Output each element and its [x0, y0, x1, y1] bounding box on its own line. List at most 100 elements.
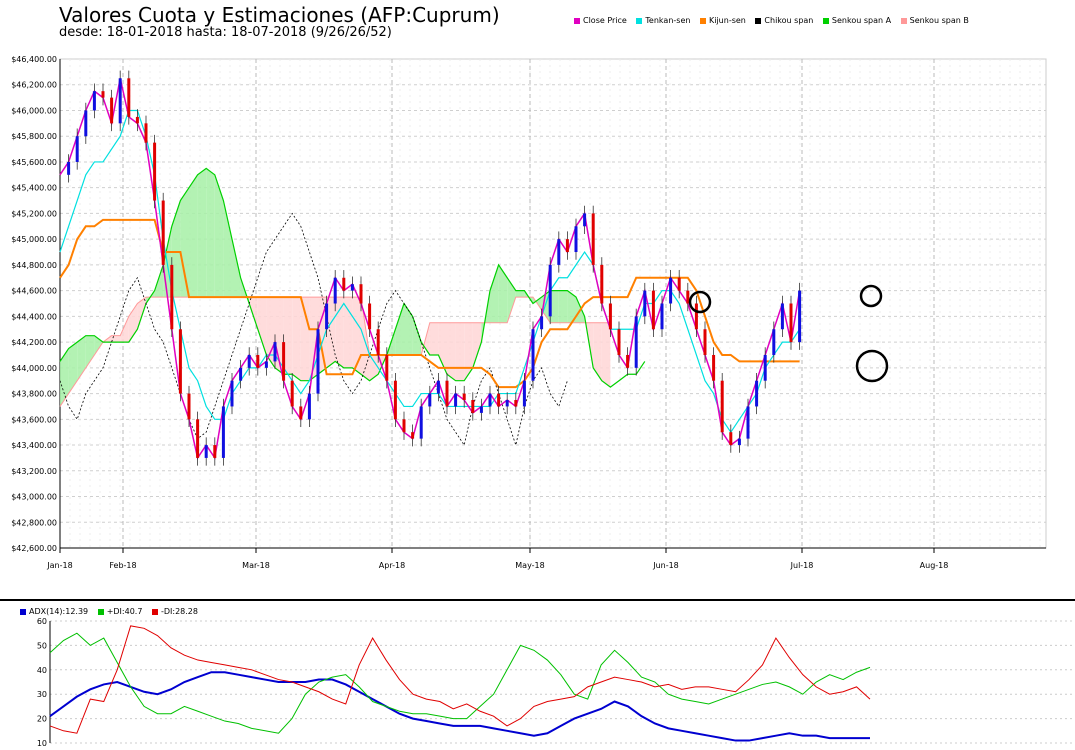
candle-body: [204, 445, 208, 458]
candle-body: [471, 400, 475, 413]
cloud-segment: [558, 290, 568, 323]
legend-chikou-span: Chikou span: [755, 16, 813, 25]
cloud-segment: [197, 168, 207, 298]
legend-swatch: [755, 17, 762, 24]
candle-body: [196, 419, 200, 458]
legend-senkou-span-a: Senkou span A: [822, 16, 892, 25]
y-tick-label: $42,600.00: [11, 544, 57, 553]
candle-body: [445, 380, 449, 407]
x-tick-label: Aug-18: [920, 561, 949, 570]
cloud-segment: [395, 303, 404, 355]
candle-body: [230, 380, 234, 407]
legend-swatch: [151, 608, 158, 615]
legend-label: Tenkan-sen: [645, 16, 691, 25]
chikou-span-line: [59, 212, 568, 447]
candle-body: [737, 438, 741, 446]
cloud-segment: [111, 335, 121, 343]
candle-body: [402, 419, 406, 433]
cloud-segment: [464, 322, 473, 381]
cloud-segment: [180, 187, 189, 298]
candle-body: [67, 161, 71, 175]
legend-label: Senkou span B: [909, 16, 969, 25]
legend-swatch: [822, 17, 829, 24]
x-tick-label: May-18: [515, 561, 544, 570]
cloud-segment: [472, 322, 482, 368]
candle-body: [565, 239, 569, 253]
candle-body: [101, 91, 105, 98]
legend-tenkan-sen: Tenkan-sen: [636, 16, 690, 25]
legend-plus-di: +DI:40.7: [97, 607, 142, 616]
candle-body: [419, 406, 423, 439]
cloud-segment: [206, 168, 215, 298]
cloud-segment: [412, 316, 422, 355]
cloud-segment: [128, 303, 138, 343]
candle-body: [385, 354, 389, 381]
cloud-segment: [490, 264, 499, 323]
cloud-segment: [515, 290, 525, 298]
candle-body: [548, 264, 552, 317]
cloud-segment: [498, 264, 508, 323]
y-tick-label: $44,400.00: [11, 312, 57, 321]
cloud-segment: [60, 348, 69, 407]
cloud-segment: [77, 335, 86, 381]
candle-body: [677, 277, 681, 291]
legend-label: Senkou span A: [831, 16, 892, 25]
candle-body: [264, 361, 268, 368]
minus-di-line: [49, 625, 871, 734]
y-tick-label: $45,600.00: [11, 158, 57, 167]
candle-body: [273, 342, 277, 362]
candle-body: [505, 400, 509, 407]
y-tick-label: $44,000.00: [11, 364, 57, 373]
legend-minus-di: -DI:28.28: [151, 607, 198, 616]
cloud-segment: [171, 200, 181, 298]
ichimoku-chart: $42,600.00 $42,800.00 $43,000.00 $43,200.00…: [11, 55, 1047, 570]
senkou-span-a-line: [59, 167, 646, 388]
cloud-segment: [369, 354, 379, 381]
legend-close-price: Close Price: [574, 16, 627, 25]
candle-body: [634, 316, 638, 368]
candle-body: [153, 142, 157, 201]
candle-body: [256, 354, 260, 368]
candle-body: [780, 303, 784, 330]
legend-swatch: [97, 608, 104, 615]
adx-y-tick-label: 10: [37, 739, 47, 748]
cloud-segment: [189, 174, 198, 298]
candle-body: [161, 200, 165, 265]
cloud-segment: [429, 322, 439, 355]
cloud-segment: [438, 322, 447, 375]
candle-body: [393, 380, 397, 420]
cloud-segment: [352, 297, 361, 375]
candle-body: [342, 277, 346, 291]
adx-y-tick-label: 40: [37, 666, 47, 675]
adx-line: [49, 671, 870, 742]
candle-body: [462, 393, 466, 401]
cloud-segment: [120, 316, 129, 343]
legend-label: Kijun-sen: [708, 16, 746, 25]
candle-body: [436, 380, 440, 394]
y-tick-label: $43,800.00: [11, 390, 57, 399]
candle-body: [789, 303, 793, 343]
candle-body: [660, 303, 664, 330]
candle-body: [428, 393, 432, 407]
cloud-segment: [292, 297, 301, 381]
candle-body: [92, 91, 96, 111]
candle-body: [135, 116, 139, 124]
candle-body: [522, 380, 526, 407]
legend-swatch: [699, 17, 706, 24]
chart-title: Valores Cuota y Estimaciones (AFP:Cuprum…: [59, 3, 500, 27]
legend-label: -DI:28.28: [160, 607, 198, 616]
candle-body: [368, 303, 372, 330]
legend-label: Chikou span: [764, 16, 814, 25]
candle-body: [497, 393, 501, 407]
y-tick-label: $44,800.00: [11, 261, 57, 270]
y-tick-label: $43,200.00: [11, 467, 57, 476]
chart-subtitle: desde: 18-01-2018 hasta: 18-07-2018 (9/2…: [59, 25, 392, 40]
cloud-segment: [85, 335, 95, 368]
candle-body: [600, 264, 604, 304]
adx-legend: ADX(14):12.39 +DI:40.7 -DI:28.28: [20, 607, 205, 616]
x-tick-label: Jul-18: [790, 561, 814, 570]
candle-body: [75, 136, 79, 162]
cloud-segment: [68, 342, 78, 394]
legend-adx: ADX(14):12.39: [20, 607, 88, 616]
cloud-segment: [223, 200, 232, 298]
